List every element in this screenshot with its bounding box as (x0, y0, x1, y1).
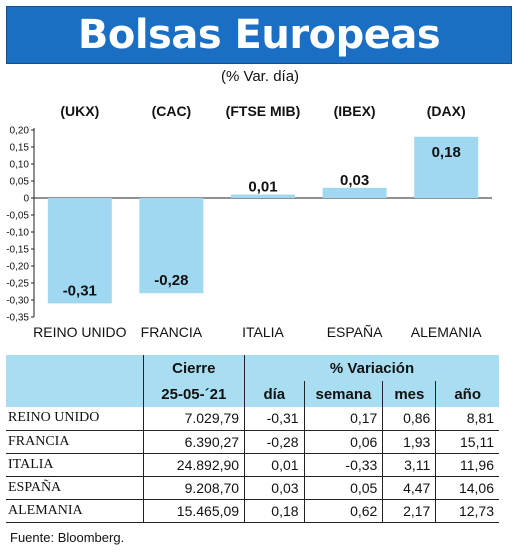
row-name: ITALIA (6, 453, 144, 477)
table-row: ITALIA 24.892,90 0,01 -0,33 3,11 11,96 (6, 453, 499, 477)
title-banner: Bolsas Europeas (6, 6, 512, 64)
y-tick-label: -0,25 (6, 279, 29, 290)
table-row: FRANCIA 6.390,27 -0,28 0,06 1,93 15,11 (6, 430, 499, 454)
header-cierre: Cierre (142, 355, 245, 381)
y-tick-label: 0,05 (10, 177, 30, 188)
row-ano: 14,06 (435, 476, 499, 500)
index-label: (IBEX) (334, 103, 376, 119)
row-ano: 11,96 (435, 453, 499, 477)
row-mes: 2,17 (382, 499, 436, 523)
row-dia: -0,28 (244, 430, 305, 454)
bar-chart: 0,20 0,15 0,10 0,05 0 -0,05 -0,10 -0,15 -0,20 -0,… (6, 103, 492, 340)
header-date: 25-05-´21 (142, 381, 245, 407)
bar-francia (139, 198, 204, 294)
data-label: -0,28 (154, 272, 188, 289)
row-name: FRANCIA (6, 430, 144, 454)
row-mes: 0,86 (382, 407, 436, 431)
header-mes: mes (382, 381, 436, 407)
row-dia: 0,01 (244, 453, 305, 477)
row-ano: 8,81 (435, 407, 499, 431)
row-dia: 0,18 (244, 499, 305, 523)
row-name: ALEMANIA (6, 499, 144, 523)
data-table-container: Cierre % Variación 25-05-´21 día semana … (6, 355, 499, 523)
index-label: (UKX) (60, 103, 99, 119)
y-tick-label: -0,35 (6, 313, 29, 324)
header-dia: día (244, 381, 305, 407)
table-header-row-1: Cierre % Variación (6, 355, 499, 381)
y-tick-label: 0,15 (10, 143, 30, 154)
header-variacion: % Variación (244, 355, 499, 381)
data-label: 0,03 (340, 172, 369, 189)
row-cierre: 6.390,27 (142, 430, 245, 454)
row-semana: 0,06 (303, 430, 383, 454)
y-tick-label: -0,15 (6, 245, 29, 256)
row-dia: 0,03 (244, 476, 305, 500)
bar-italia (231, 194, 295, 198)
index-label: (DAX) (427, 103, 466, 119)
row-semana: 0,62 (303, 499, 383, 523)
chart-subtitle: (% Var. día) (220, 68, 300, 85)
row-dia: -0,31 (244, 407, 305, 431)
bar-alemania (414, 136, 479, 198)
row-mes: 1,93 (382, 430, 436, 454)
row-cierre: 9.208,70 (142, 476, 245, 500)
table-body: REINO UNIDO 7.029,79 -0,31 0,17 0,86 8,81 FRAN… (6, 407, 499, 523)
header-semana: semana (303, 381, 383, 407)
x-tick-label: ITALIA (242, 324, 284, 340)
y-tick-label: 0,20 (10, 126, 30, 137)
table-corner-cell (6, 355, 144, 381)
row-name: REINO UNIDO (6, 407, 144, 431)
row-cierre: 24.892,90 (142, 453, 245, 477)
table-row: ALEMANIA 15.465,09 0,18 0,62 2,17 12,73 (6, 499, 499, 523)
table-header-row-2: 25-05-´21 día semana mes año (6, 381, 499, 407)
row-name: ESPAÑA (6, 476, 144, 500)
row-semana: 0,17 (303, 407, 383, 431)
y-tick-label: 0,10 (10, 160, 30, 171)
bar-reino-unido (47, 198, 112, 304)
x-tick-label: FRANCIA (141, 324, 203, 340)
y-tick-label: -0,05 (6, 211, 29, 222)
source-note: Fuente: Bloomberg. (10, 530, 125, 545)
row-mes: 4,47 (382, 476, 436, 500)
x-tick-label: ALEMANIA (411, 324, 482, 340)
data-label: 0,01 (248, 179, 277, 196)
table-row: REINO UNIDO 7.029,79 -0,31 0,17 0,86 8,81 (6, 407, 499, 431)
index-label: (CAC) (152, 103, 192, 119)
row-semana: -0,33 (303, 453, 383, 477)
row-mes: 3,11 (382, 453, 436, 477)
table-row: ESPAÑA 9.208,70 0,03 0,05 4,47 14,06 (6, 476, 499, 500)
page-title: Bolsas Europeas (77, 12, 441, 58)
data-table: Cierre % Variación 25-05-´21 día semana … (6, 355, 499, 523)
row-ano: 15,11 (435, 430, 499, 454)
row-ano: 12,73 (435, 499, 499, 523)
data-label: -0,31 (63, 282, 97, 299)
y-tick-label: -0,10 (6, 228, 29, 239)
row-semana: 0,05 (303, 476, 383, 500)
y-tick-label: -0,20 (6, 262, 29, 273)
y-tick-label: 0 (23, 194, 29, 205)
table-corner-cell-2 (6, 381, 144, 407)
row-cierre: 15.465,09 (142, 499, 245, 523)
index-label: (FTSE MIB) (226, 103, 301, 119)
bar-españa (322, 187, 387, 198)
data-label: 0,18 (432, 144, 461, 161)
row-cierre: 7.029,79 (142, 407, 245, 431)
y-tick-label: -0,30 (6, 296, 29, 307)
header-ano: año (435, 381, 499, 407)
x-tick-label: ESPAÑA (327, 324, 383, 340)
x-tick-label: REINO UNIDO (33, 324, 126, 340)
